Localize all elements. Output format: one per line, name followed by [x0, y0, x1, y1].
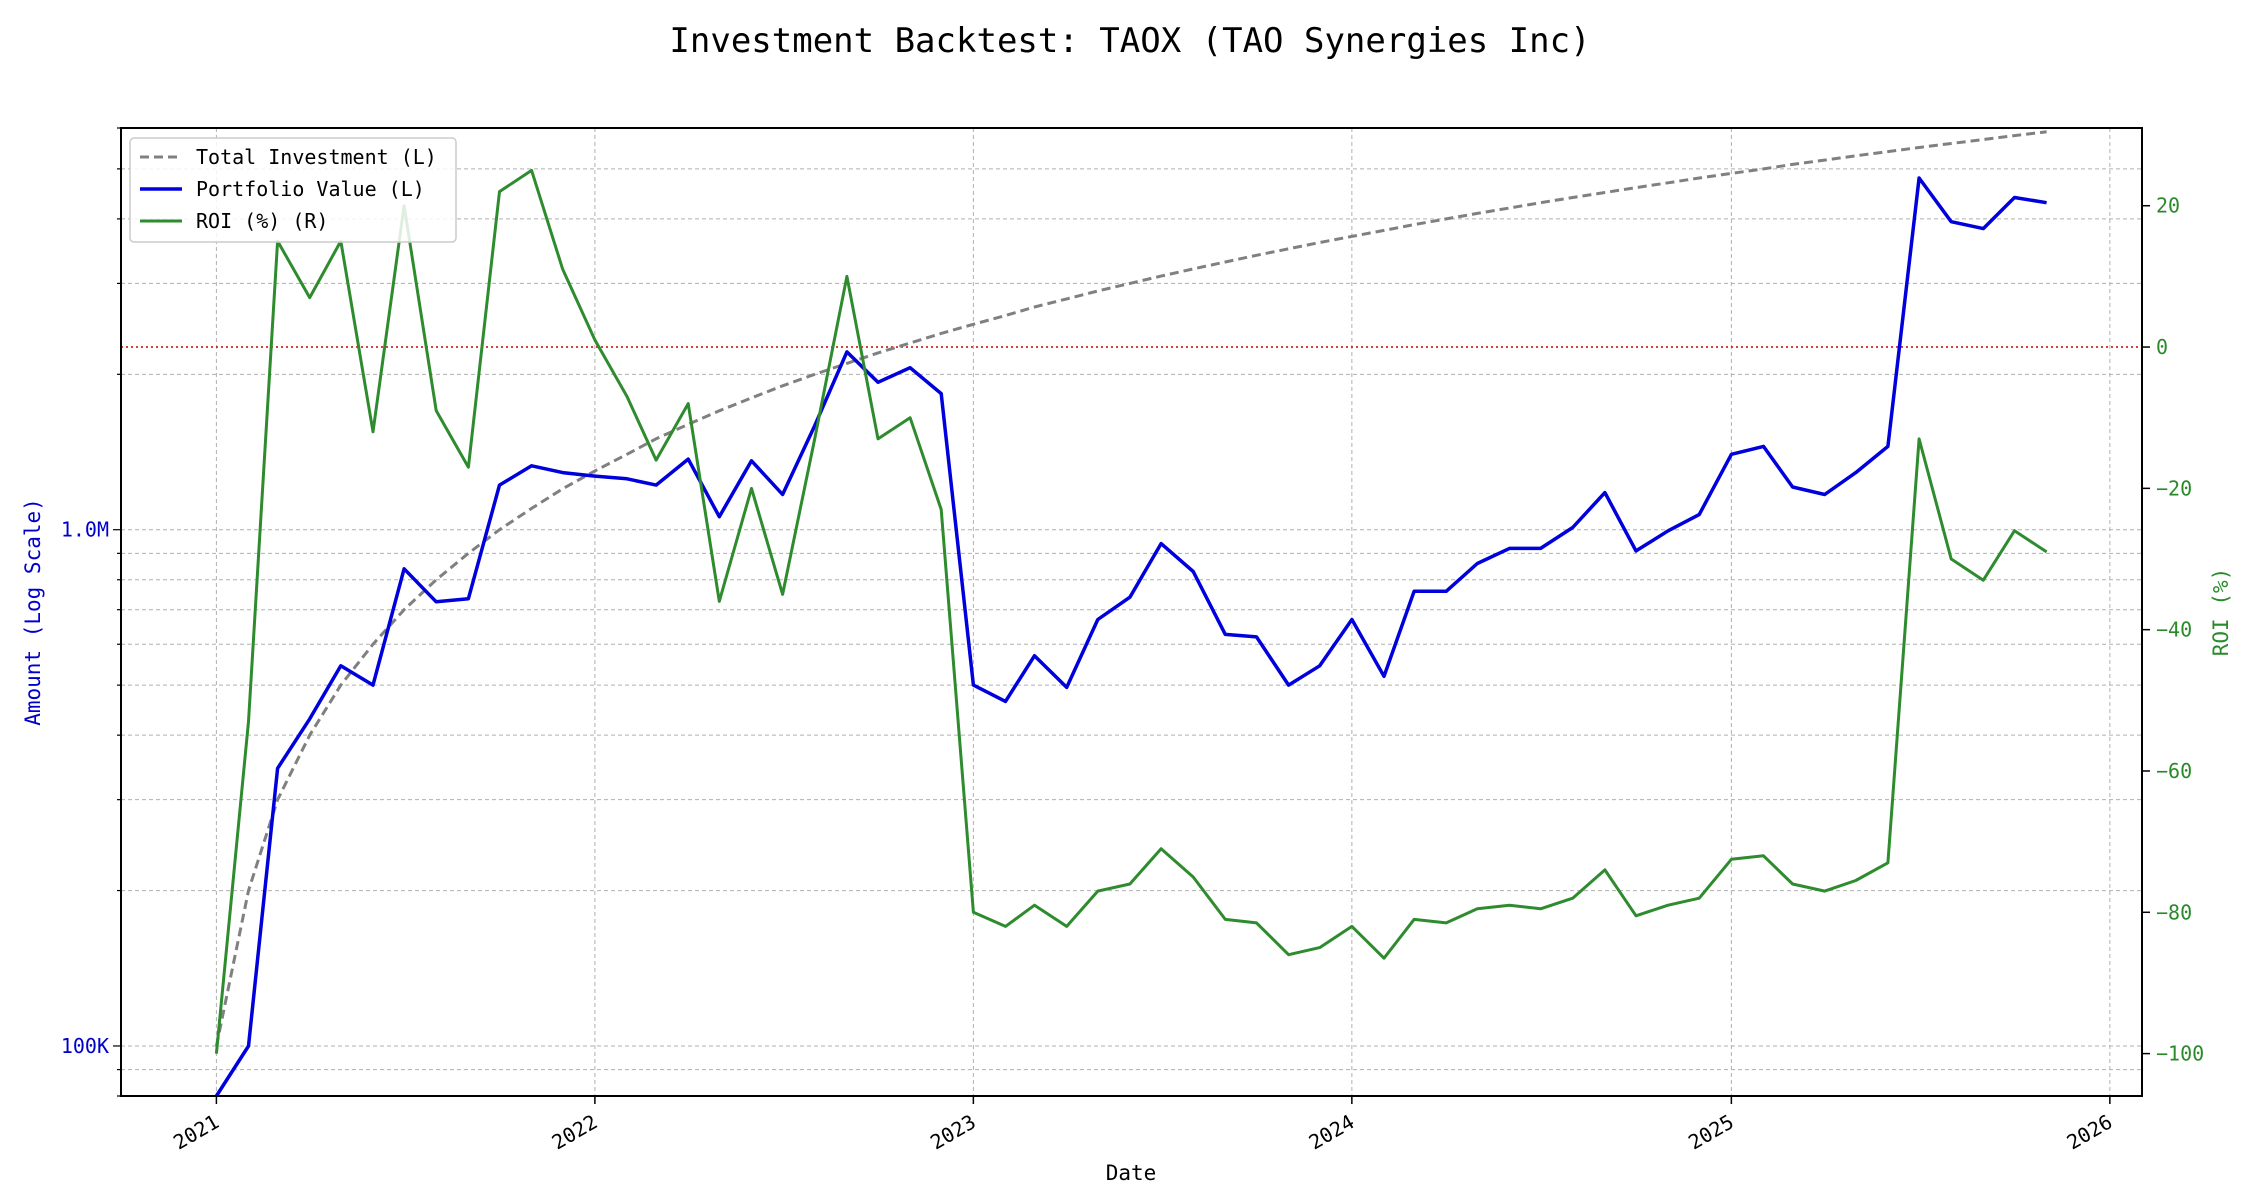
right-axis-label: ROI (%) — [2209, 568, 2233, 657]
right-tick-label: −100 — [2156, 1042, 2204, 1066]
x-tick-label: 2026 — [2063, 1110, 2117, 1155]
right-tick-label: −40 — [2156, 618, 2192, 642]
right-tick-label: 20 — [2156, 194, 2180, 218]
legend-label-total-investment: Total Investment (L) — [196, 145, 437, 169]
left-axis-ticks: 100K 1.0M — [61, 127, 121, 1097]
left-tick-label: 100K — [61, 1034, 109, 1058]
legend-label-portfolio-value: Portfolio Value (L) — [196, 177, 425, 201]
x-tick-label: 2024 — [1305, 1110, 1359, 1155]
series-lines — [214, 130, 2048, 1097]
legend: Total Investment (L) Portfolio Value (L)… — [129, 137, 457, 243]
x-axis-label: Date — [1106, 1161, 1157, 1185]
x-tick-label: 2023 — [926, 1110, 980, 1155]
right-tick-label: −80 — [2156, 900, 2192, 924]
right-tick-label: −60 — [2156, 759, 2192, 783]
series-line-2 — [214, 168, 2048, 1054]
grid-lines — [121, 127, 2142, 1097]
series-line-0 — [214, 130, 2047, 1047]
x-axis-ticks: 2021 2022 2023 2024 2025 2026 — [169, 1096, 2116, 1154]
x-tick-label: 2021 — [169, 1110, 223, 1155]
x-tick-label: 2022 — [548, 1110, 602, 1155]
legend-label-roi: ROI (%) (R) — [196, 209, 328, 233]
right-tick-label: −20 — [2156, 476, 2192, 500]
plot-area-frame — [120, 127, 2143, 1097]
right-tick-label: 0 — [2156, 335, 2168, 359]
legend-box — [129, 137, 457, 243]
series-line-1 — [214, 176, 2047, 1097]
right-axis-ticks: −100 −80 −60 −40 −20 0 20 — [2142, 194, 2204, 1066]
left-tick-label: 1.0M — [61, 518, 109, 542]
chart-title: Investment Backtest: TAOX (TAO Synergies… — [669, 21, 1590, 61]
left-axis-label: Amount (Log Scale) — [21, 498, 45, 726]
x-tick-label: 2025 — [1684, 1110, 1738, 1155]
